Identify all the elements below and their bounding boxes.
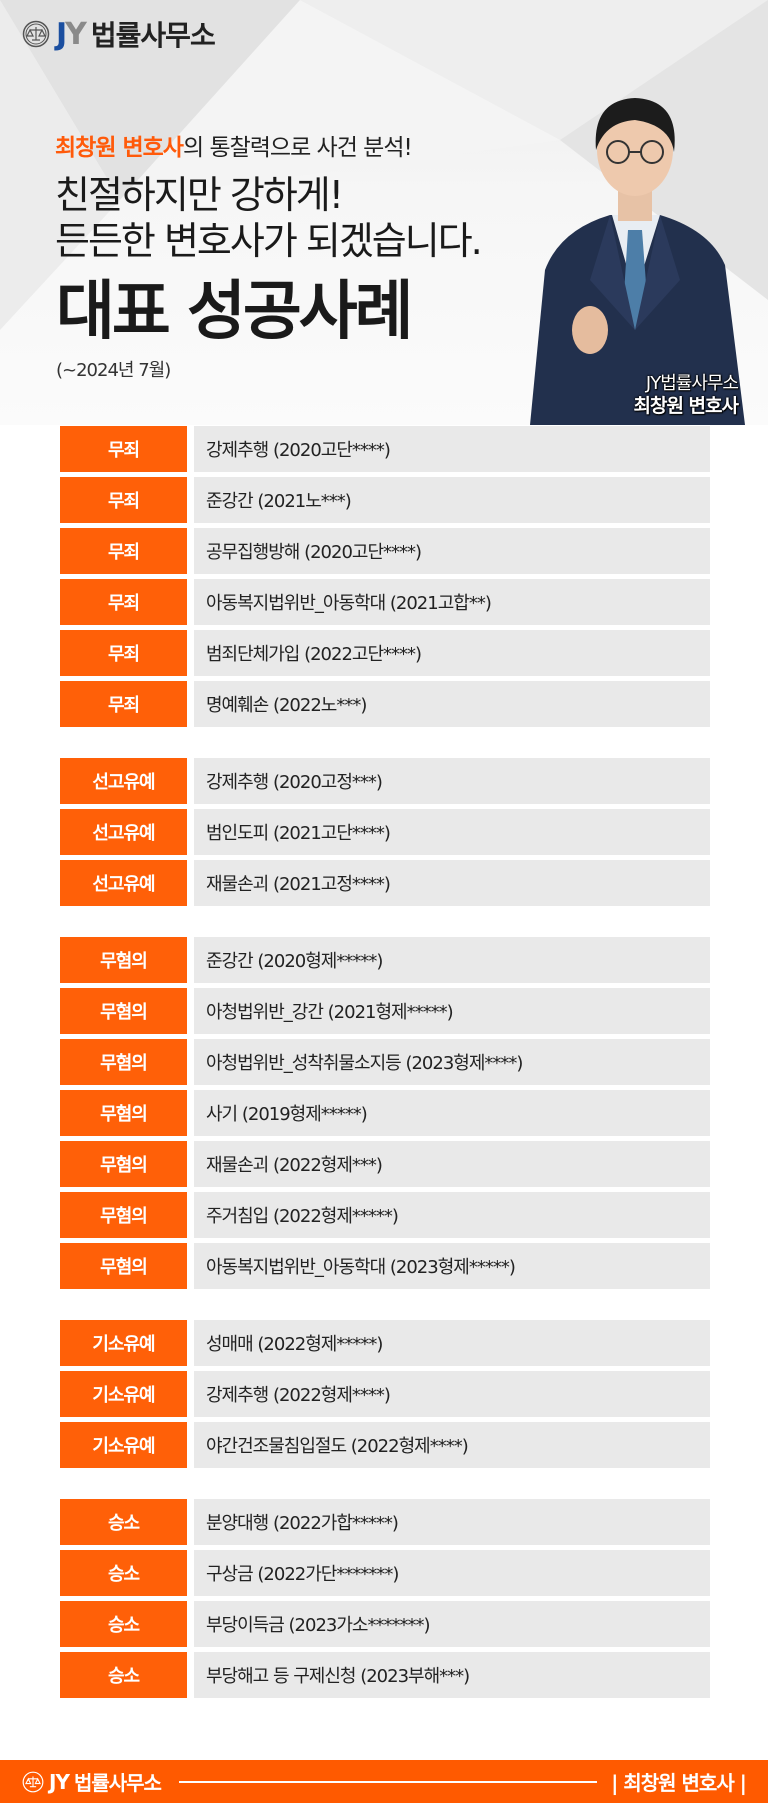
logo-name: 법률사무소 [90,19,216,52]
case-description: 준강간 (2020형제*****) [194,937,710,983]
result-badge: 기소유예 [60,1371,187,1417]
case-row: 무죄 준강간 (2021노***) [60,477,710,523]
case-description: 구상금 (2022가단*******) [194,1550,710,1596]
case-description: 범죄단체가입 (2022고단****) [194,630,710,676]
footer-logo: JY 법률사무소 [22,1767,162,1796]
case-row: 무죄 범죄단체가입 (2022고단****) [60,630,710,676]
case-row: 무혐의 아청법위반_성착취물소지등 (2023형제****) [60,1039,710,1085]
case-description: 아청법위반_성착취물소지등 (2023형제****) [194,1039,710,1085]
result-badge: 선고유예 [60,809,187,855]
case-row: 무혐의 아동복지법위반_아동학대 (2023형제*****) [60,1243,710,1289]
scales-of-justice-icon [22,1771,44,1792]
case-row: 무죄 아동복지법위반_아동학대 (2021고합**) [60,579,710,625]
result-badge: 기소유예 [60,1422,187,1468]
case-row: 승소 부당이득금 (2023가소*******) [60,1601,710,1647]
result-badge: 무혐의 [60,1039,187,1085]
lawyer-photo [530,98,745,425]
case-description: 재물손괴 (2021고정****) [194,860,710,906]
case-description: 공무집행방해 (2020고단****) [194,528,710,574]
case-description: 재물손괴 (2022형제***) [194,1141,710,1187]
result-badge: 무혐의 [60,1243,187,1289]
case-row: 선고유예 범인도피 (2021고단****) [60,809,710,855]
case-group: 승소 분양대행 (2022가합*****) 승소 구상금 (2022가단*******… [60,1499,710,1698]
case-description: 야간건조물침입절도 (2022형제****) [194,1422,710,1468]
case-group: 기소유예 성매매 (2022형제*****) 기소유예 강제추행 (2022형제***… [60,1320,710,1468]
case-description: 범인도피 (2021고단****) [194,809,710,855]
case-row: 무죄 공무집행방해 (2020고단****) [60,528,710,574]
case-group: 무죄 강제추행 (2020고단****) 무죄 준강간 (2021노***) 무죄 공무집… [60,426,710,727]
case-description: 성매매 (2022형제*****) [194,1320,710,1366]
result-badge: 무죄 [60,579,187,625]
case-row: 무혐의 아청법위반_강간 (2021형제*****) [60,988,710,1034]
case-row: 기소유예 성매매 (2022형제*****) [60,1320,710,1366]
case-row: 무혐의 준강간 (2020형제*****) [60,937,710,983]
logo-jy: JY [56,16,87,52]
result-badge: 무죄 [60,477,187,523]
case-row: 무혐의 재물손괴 (2022형제***) [60,1141,710,1187]
case-description: 아동복지법위반_아동학대 (2023형제*****) [194,1243,710,1289]
footer-bar: JY 법률사무소 | 최창원 변호사 | [0,1760,768,1803]
case-row: 기소유예 강제추행 (2022형제****) [60,1371,710,1417]
case-group: 선고유예 강제추행 (2020고정***) 선고유예 범인도피 (2021고단****… [60,758,710,906]
case-description: 강제추행 (2020고단****) [194,426,710,472]
case-description: 준강간 (2021노***) [194,477,710,523]
case-row: 기소유예 야간건조물침입절도 (2022형제****) [60,1422,710,1468]
result-badge: 승소 [60,1652,187,1698]
result-badge: 무혐의 [60,1090,187,1136]
case-row: 승소 분양대행 (2022가합*****) [60,1499,710,1545]
case-row: 무죄 명예훼손 (2022노***) [60,681,710,727]
footer-lawyer-name: | 최창원 변호사 | [611,1771,747,1795]
page-title: 대표 성공사례 [56,275,414,349]
result-badge: 무죄 [60,426,187,472]
case-row: 승소 부당해고 등 구제신청 (2023부해***) [60,1652,710,1698]
result-badge: 무죄 [60,528,187,574]
hero-banner: JY 법률사무소 최창원 변호사의 통찰력으로 사건 분석! 친절하지만 강하게… [0,0,768,425]
case-row: 승소 구상금 (2022가단*******) [60,1550,710,1596]
result-badge: 무혐의 [60,1192,187,1238]
case-description: 사기 (2019형제*****) [194,1090,710,1136]
case-row: 무혐의 주거침입 (2022형제*****) [60,1192,710,1238]
result-badge: 선고유예 [60,860,187,906]
case-description: 강제추행 (2020고정***) [194,758,710,804]
result-badge: 무죄 [60,681,187,727]
case-description: 아청법위반_강간 (2021형제*****) [194,988,710,1034]
case-description: 강제추행 (2022형제****) [194,1371,710,1417]
result-badge: 선고유예 [60,758,187,804]
scales-of-justice-icon [22,20,50,48]
case-description: 주거침입 (2022형제*****) [194,1192,710,1238]
case-description: 분양대행 (2022가합*****) [194,1499,710,1545]
logo: JY 법률사무소 [22,14,216,54]
case-row: 무죄 강제추행 (2020고단****) [60,426,710,472]
hero-subtitle: 최창원 변호사의 통찰력으로 사건 분석! [55,135,413,161]
case-description: 아동복지법위반_아동학대 (2021고합**) [194,579,710,625]
case-row: 선고유예 재물손괴 (2021고정****) [60,860,710,906]
period-label: (~2024년 7월) [56,360,171,381]
result-badge: 승소 [60,1499,187,1545]
case-description: 명예훼손 (2022노***) [194,681,710,727]
result-badge: 무혐의 [60,988,187,1034]
result-badge: 무혐의 [60,1141,187,1187]
result-badge: 기소유예 [60,1320,187,1366]
photo-caption: JY법률사무소 최창원 변호사 [633,373,739,417]
case-row: 무혐의 사기 (2019형제*****) [60,1090,710,1136]
footer-divider [178,1780,598,1783]
result-badge: 승소 [60,1550,187,1596]
case-group: 무혐의 준강간 (2020형제*****) 무혐의 아청법위반_강간 (2021형제*… [60,937,710,1289]
case-description: 부당해고 등 구제신청 (2023부해***) [194,1652,710,1698]
success-cases-list: 무죄 강제추행 (2020고단****) 무죄 준강간 (2021노***) 무죄 공무집… [60,426,710,1729]
result-badge: 무혐의 [60,937,187,983]
result-badge: 승소 [60,1601,187,1647]
hero-headline: 친절하지만 강하게! 든든한 변호사가 되겠습니다. [55,173,483,263]
case-row: 선고유예 강제추행 (2020고정***) [60,758,710,804]
case-description: 부당이득금 (2023가소*******) [194,1601,710,1647]
result-badge: 무죄 [60,630,187,676]
